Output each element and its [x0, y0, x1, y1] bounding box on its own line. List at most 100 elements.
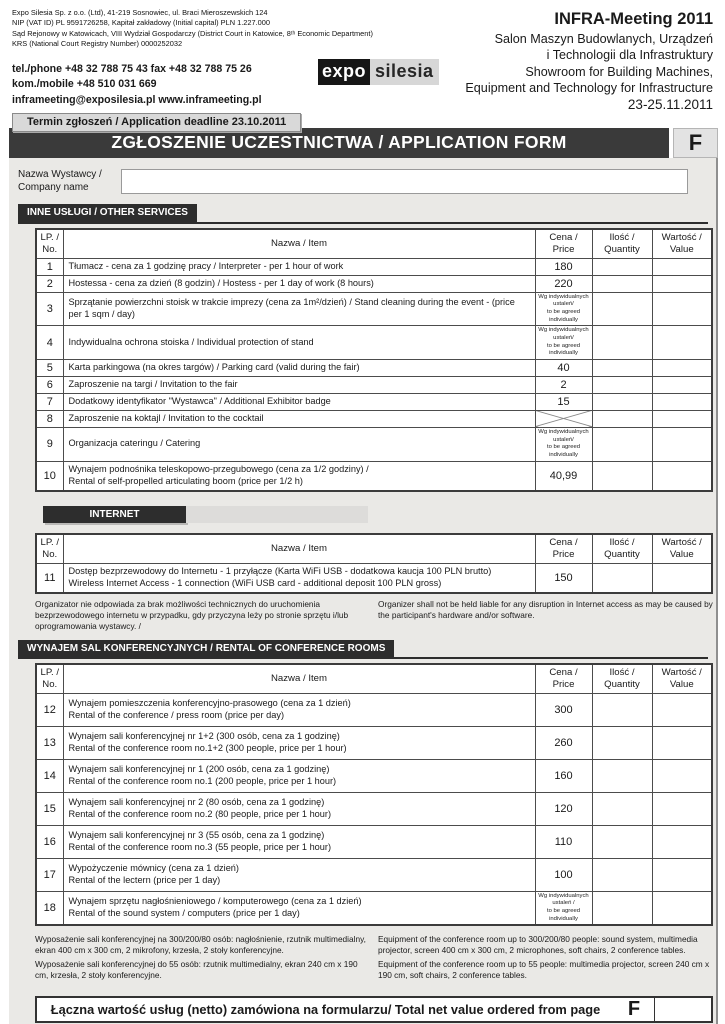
row-number: 9 [35, 426, 64, 462]
row-number: 7 [35, 393, 64, 411]
value-cell[interactable] [651, 890, 713, 926]
company-name-input[interactable] [121, 168, 688, 194]
quantity-cell[interactable] [591, 376, 653, 395]
conference-rooms-table: LP. / No. Nazwa / Item Cena / Price Iloś… [35, 663, 713, 927]
table-row: 14 Wynajem sali konferencyjnej nr 1 (200 … [35, 759, 713, 793]
table-row: 18 Wynajem sprzętu nagłośnieniowego / kom… [35, 890, 713, 926]
table-header-row: LP. / No. Nazwa / Item Cena / Price Iloś… [35, 663, 713, 695]
row-price: 300 [534, 693, 593, 728]
value-cell[interactable] [651, 824, 713, 859]
col-header-quantity: Ilość / Quantity [591, 533, 653, 565]
logo-expo: expo [318, 59, 371, 85]
row-item-label: Wynajem sali konferencyjnej nr 1+2 (300 … [62, 726, 536, 760]
row-price: 120 [534, 791, 593, 826]
row-price: Wg indywidualnych ustaleń/ to be agreed … [534, 325, 593, 361]
row-price: 2 [534, 376, 593, 395]
value-cell[interactable] [651, 759, 713, 793]
row-price: 40,99 [534, 460, 593, 492]
table-row: 12 Wynajem pomieszczenia konferencyjno-pr… [35, 693, 713, 728]
value-cell[interactable] [651, 791, 713, 826]
row-number: 18 [35, 890, 64, 926]
table-row: 6 Zaproszenie na targi / Invitation to th… [35, 376, 713, 395]
quantity-cell[interactable] [591, 759, 653, 793]
section-internet-tail [186, 505, 368, 524]
value-cell[interactable] [651, 291, 713, 327]
value-cell[interactable] [651, 393, 713, 411]
equipment-note-en: Equipment of the conference room up to 3… [378, 934, 713, 984]
quantity-cell[interactable] [591, 890, 653, 926]
event-name: INFRA-Meeting 2011 [554, 10, 713, 28]
row-price: 180 [534, 257, 593, 276]
row-item-label: Sprzątanie powierzchni stoisk w trakcie … [62, 291, 536, 327]
internet-disclaimer-pl: Organizator nie odpowiada za brak możliw… [35, 598, 349, 631]
quantity-cell[interactable] [591, 274, 653, 293]
section-other-services-label: INNE USŁUGI / OTHER SERVICES [18, 204, 197, 222]
quantity-cell[interactable] [591, 291, 653, 327]
row-number: 8 [35, 409, 64, 428]
row-item-label: Wypożyczenie mównicy (cena za 1 dzień) R… [62, 857, 536, 892]
quantity-cell[interactable] [591, 791, 653, 826]
value-cell[interactable] [651, 257, 713, 276]
value-cell[interactable] [651, 562, 713, 594]
value-cell[interactable] [651, 693, 713, 728]
table-row: 3 Sprzątanie powierzchni stoisk w trakcie… [35, 291, 713, 327]
row-item-label: Dodatkowy identyfikator "Wystawca" / Add… [62, 393, 536, 411]
quantity-cell[interactable] [591, 359, 653, 378]
row-item-label: Zaproszenie na koktajl / Invitation to t… [62, 409, 536, 428]
quantity-cell[interactable] [591, 693, 653, 728]
quantity-cell[interactable] [591, 426, 653, 462]
row-item-label: Karta parkingowa (na okres targów) / Par… [62, 359, 536, 378]
quantity-cell[interactable] [591, 726, 653, 760]
value-cell[interactable] [651, 426, 713, 462]
company-name-label: Nazwa Wystawcy / Company name [18, 169, 102, 194]
value-cell[interactable] [651, 325, 713, 361]
form-body: Nazwa Wystawcy / Company name INNE USŁUG… [9, 158, 718, 1024]
section-internet-label: INTERNET [43, 505, 186, 524]
row-item-label: Wynajem sprzętu nagłośnieniowego / kompu… [62, 890, 536, 926]
total-bar: Łączna wartość usług (netto) zamówiona n… [35, 996, 713, 1024]
col-header-value: Wartość / Value [651, 228, 713, 259]
value-cell[interactable] [651, 857, 713, 892]
total-value-cell[interactable] [654, 998, 711, 1022]
row-number: 15 [35, 791, 64, 826]
col-header-item: Nazwa / Item [62, 663, 536, 695]
quantity-cell[interactable] [591, 257, 653, 276]
quantity-cell[interactable] [591, 562, 653, 594]
value-cell[interactable] [651, 376, 713, 395]
row-price: 40 [534, 359, 593, 378]
row-number: 12 [35, 693, 64, 728]
contact-info: tel./phone +48 32 788 75 43 fax +48 32 7… [12, 63, 262, 106]
row-number: 10 [35, 460, 64, 492]
quantity-cell[interactable] [591, 460, 653, 492]
quantity-cell[interactable] [591, 824, 653, 859]
quantity-cell[interactable] [591, 393, 653, 411]
value-cell[interactable] [651, 409, 713, 428]
page-header: Expo Silesia Sp. z o.o. (Ltd), 41-219 So… [0, 0, 725, 132]
table-row: 11 Dostęp bezprzewodowy do Internetu - 1 … [35, 562, 713, 594]
row-price: 220 [534, 274, 593, 293]
value-cell[interactable] [651, 359, 713, 378]
organizer-details: Expo Silesia Sp. z o.o. (Ltd), 41-219 So… [12, 8, 373, 49]
row-item-label: Tłumacz - cena za 1 godzinę pracy / Inte… [62, 257, 536, 276]
table-row: 9 Organizacja cateringu / Catering Wg indy… [35, 426, 713, 462]
value-cell[interactable] [651, 460, 713, 492]
table-row: 13 Wynajem sali konferencyjnej nr 1+2 (30… [35, 726, 713, 760]
col-header-price: Cena / Price [534, 228, 593, 259]
equipment-note-pl-2: Wyposażenie sali konferencyjnej do 55 os… [35, 959, 358, 981]
row-item-label: Wynajem sali konferencyjnej nr 2 (80 osó… [62, 791, 536, 826]
col-header-value: Wartość / Value [651, 533, 713, 565]
quantity-cell[interactable] [591, 325, 653, 361]
row-number: 11 [35, 562, 64, 594]
form-title: ZGŁOSZENIE UCZESTNICTWA / APPLICATION FO… [9, 128, 669, 158]
quantity-cell[interactable] [591, 857, 653, 892]
value-cell[interactable] [651, 274, 713, 293]
row-item-label: Zaproszenie na targi / Invitation to the… [62, 376, 536, 395]
quantity-cell[interactable] [591, 409, 653, 428]
value-cell[interactable] [651, 726, 713, 760]
row-price: 15 [534, 393, 593, 411]
equipment-note-en-1: Equipment of the conference room up to 3… [378, 934, 698, 956]
logo-silesia: silesia [370, 59, 439, 85]
table-row: 16 Wynajem sali konferencyjnej nr 3 (55 o… [35, 824, 713, 859]
row-number: 13 [35, 726, 64, 760]
row-number: 5 [35, 359, 64, 378]
